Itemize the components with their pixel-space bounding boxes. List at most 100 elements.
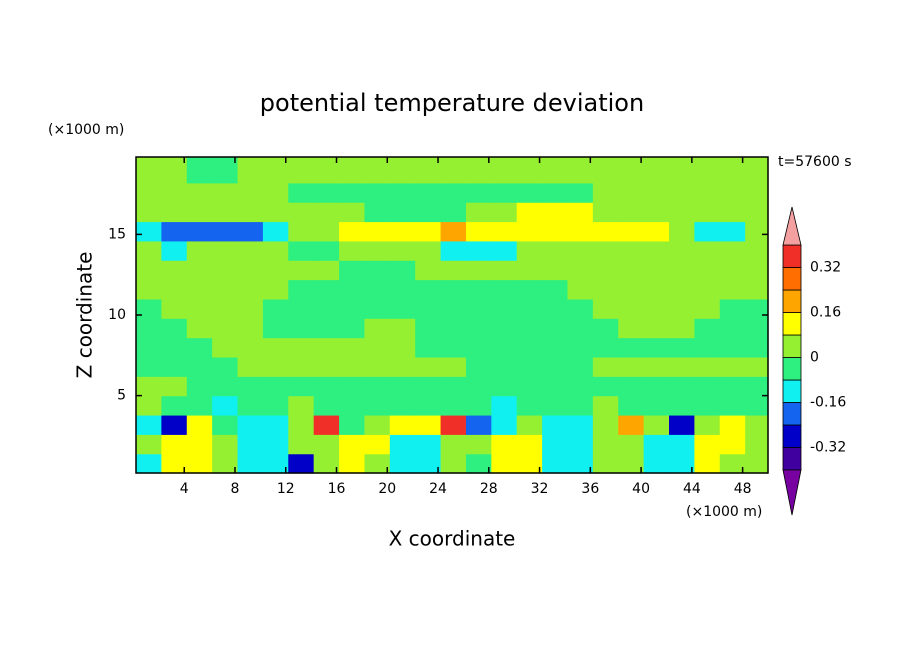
x-tick-label: 8 xyxy=(231,481,240,497)
contour-cell xyxy=(643,182,670,203)
contour-cell xyxy=(669,202,695,223)
contour-cell xyxy=(364,298,391,319)
contour-cell xyxy=(643,240,670,261)
contour-cell xyxy=(465,453,492,474)
contour-cell xyxy=(389,318,416,339)
contour-cell xyxy=(719,376,746,397)
contour-cell xyxy=(592,260,619,281)
contour-cell xyxy=(491,260,518,281)
contour-cell xyxy=(719,414,746,435)
contour-cell xyxy=(516,240,543,261)
contour-cell xyxy=(288,298,315,319)
contour-cell xyxy=(669,221,695,242)
x-tick-label: 48 xyxy=(734,481,752,497)
contour-cell xyxy=(592,395,619,416)
contour-cell xyxy=(542,260,569,281)
contour-cell xyxy=(313,318,340,339)
contour-cell xyxy=(136,157,162,184)
contour-cell xyxy=(389,202,416,223)
contour-cell xyxy=(592,414,619,435)
contour-cell xyxy=(465,182,492,203)
contour-cell xyxy=(389,260,416,281)
contour-cell xyxy=(618,356,645,377)
contour-cell xyxy=(237,298,264,319)
contour-cell xyxy=(389,356,416,377)
contour-cell xyxy=(313,157,340,184)
contour-cell xyxy=(643,157,670,184)
contour-cell xyxy=(719,395,746,416)
contour-cell xyxy=(313,376,340,397)
x-tick-label: 44 xyxy=(683,481,701,497)
colorbar-tick-label: -0.16 xyxy=(810,395,846,411)
contour-cell xyxy=(516,260,543,281)
contour-cell xyxy=(567,157,594,184)
contour-cell xyxy=(465,318,492,339)
contour-cell xyxy=(161,221,188,242)
contour-cell xyxy=(745,240,769,261)
contour-cell xyxy=(186,240,213,261)
contour-cell xyxy=(440,395,467,416)
contour-cell xyxy=(745,279,769,300)
contour-cell xyxy=(618,157,645,184)
contour-cell xyxy=(313,298,340,319)
contour-cell xyxy=(592,298,619,319)
contour-cell xyxy=(694,240,721,261)
contour-cell xyxy=(364,279,391,300)
contour-cell xyxy=(745,202,769,223)
contour-cell xyxy=(745,337,769,358)
contour-cell xyxy=(592,453,619,474)
contour-cell xyxy=(136,395,162,416)
contour-cell xyxy=(592,202,619,223)
contour-cell xyxy=(745,414,769,435)
contour-cell xyxy=(694,157,721,184)
contour-cell xyxy=(592,376,619,397)
contour-cell xyxy=(262,260,289,281)
contour-cell xyxy=(415,414,442,435)
contour-cell xyxy=(745,221,769,242)
contour-cell xyxy=(592,318,619,339)
x-tick-label: 16 xyxy=(328,481,346,497)
contour-cell xyxy=(186,414,213,435)
contour-cell xyxy=(669,356,695,377)
contour-cell xyxy=(288,240,315,261)
contour-cell xyxy=(262,453,289,474)
contour-cell xyxy=(288,395,315,416)
x-unit: (×1000 m) xyxy=(686,504,762,520)
contour-cell xyxy=(288,221,315,242)
contour-cell xyxy=(440,318,467,339)
contour-cell xyxy=(262,279,289,300)
contour-cell xyxy=(440,260,467,281)
contour-cell xyxy=(491,376,518,397)
contour-cell xyxy=(516,157,543,184)
contour-cell xyxy=(618,414,645,435)
contour-cell xyxy=(262,356,289,377)
contour-cell xyxy=(567,414,594,435)
contour-cell xyxy=(440,279,467,300)
contour-cell xyxy=(567,318,594,339)
contour-cell xyxy=(364,260,391,281)
contour-cell xyxy=(339,260,366,281)
contour-cell xyxy=(643,337,670,358)
contour-cell xyxy=(694,376,721,397)
contour-cell xyxy=(212,453,239,474)
contour-cell xyxy=(567,260,594,281)
contour-cell xyxy=(212,414,239,435)
contour-cell xyxy=(212,221,239,242)
contour-cell xyxy=(339,414,366,435)
contour-cell xyxy=(567,395,594,416)
contour-cell xyxy=(440,356,467,377)
contour-cell xyxy=(669,414,695,435)
contour-cell xyxy=(212,260,239,281)
contour-cell xyxy=(669,279,695,300)
y-axis-label: Z coordinate xyxy=(73,252,97,379)
contour-cell xyxy=(136,434,162,455)
contour-cell xyxy=(288,453,315,474)
contour-cell xyxy=(669,453,695,474)
contour-cell xyxy=(212,157,239,184)
contour-cell xyxy=(491,414,518,435)
contour-cell xyxy=(516,356,543,377)
contour-cell xyxy=(364,395,391,416)
contour-cell xyxy=(440,221,467,242)
contour-cell xyxy=(136,318,162,339)
contour-cell xyxy=(186,157,213,184)
